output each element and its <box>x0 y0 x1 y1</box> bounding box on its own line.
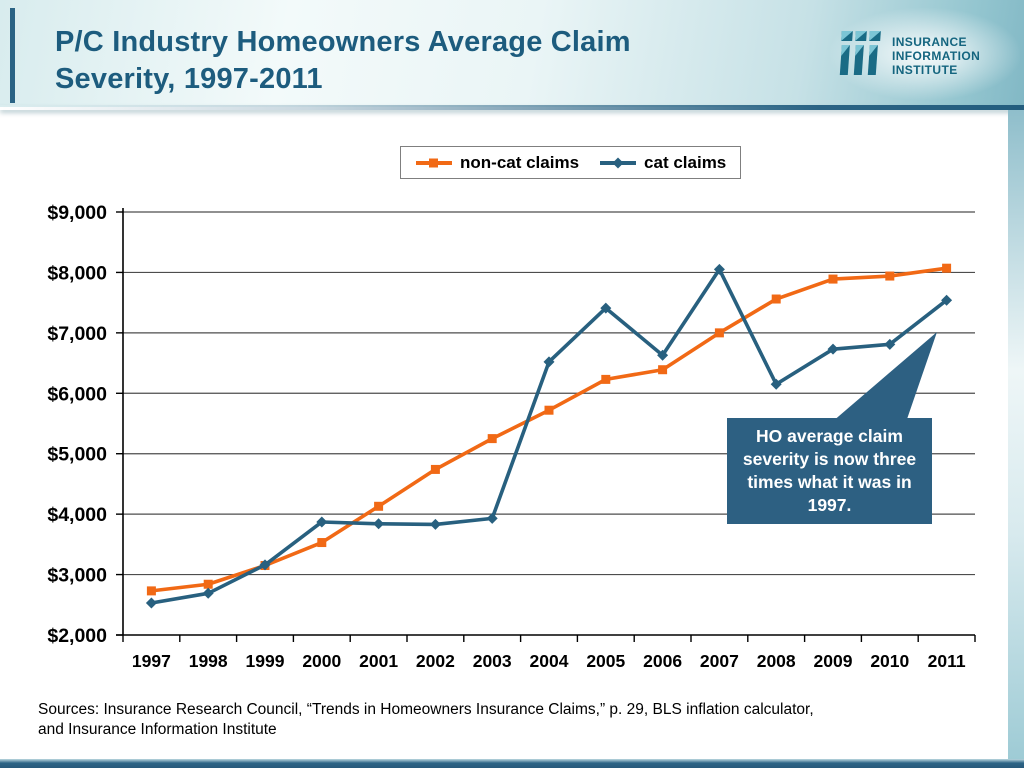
chart-legend: non-cat claims cat claims <box>400 146 742 179</box>
x-axis-label: 1998 <box>189 651 228 671</box>
x-axis-label: 2008 <box>757 651 796 671</box>
data-point-cat-claims <box>827 343 839 355</box>
x-axis-label: 2001 <box>359 651 398 671</box>
iii-bars-icon <box>838 29 884 84</box>
sources-line-2: and Insurance Information Institute <box>38 721 277 739</box>
data-point-cat-claims <box>259 559 271 571</box>
page-title: P/C Industry Homeowners Average Claim Se… <box>55 24 835 98</box>
x-axis-label: 2005 <box>586 651 625 671</box>
data-point-cat-claims <box>657 349 669 361</box>
y-axis-label: $2,000 <box>47 625 107 647</box>
x-axis-label: 2010 <box>870 651 909 671</box>
header: P/C Industry Homeowners Average Claim Se… <box>0 0 1024 107</box>
x-axis-label: 2002 <box>416 651 455 671</box>
data-point-non-cat-claims <box>146 586 156 596</box>
data-point-cat-claims <box>884 338 896 350</box>
x-axis-label: 2009 <box>814 651 853 671</box>
data-point-cat-claims <box>941 294 953 306</box>
chart-area: $2,000 $3,000 $4,000 $5,000 $6,000 $7,000 $8,0… <box>20 195 1010 695</box>
x-axis-label: 2004 <box>530 651 569 671</box>
x-axis-label: 2000 <box>302 651 341 671</box>
legend-swatch-non-cat-icon <box>416 158 452 167</box>
legend-item-non-cat-claims: non-cat claims <box>415 153 579 173</box>
data-point-non-cat-claims <box>942 263 952 273</box>
data-point-cat-claims <box>373 518 385 530</box>
y-axis-label: $6,000 <box>47 383 107 405</box>
logo-text-line-2: INFORMATION <box>892 49 981 63</box>
legend-swatch-marker <box>612 157 624 168</box>
data-point-non-cat-claims <box>771 294 781 304</box>
y-axis-label: $8,000 <box>47 262 107 284</box>
logo-text: INSURANCE INFORMATION INSTITUTE <box>892 35 980 77</box>
legend-label-cat: cat claims <box>644 152 727 172</box>
legend-swatch-cat-icon <box>600 157 637 168</box>
data-point-cat-claims <box>202 587 214 599</box>
data-point-non-cat-claims <box>374 501 384 511</box>
x-axis-label: 1999 <box>246 651 285 671</box>
sources-line-1: Sources: Insurance Research Council, “Tr… <box>38 701 814 718</box>
data-point-non-cat-claims <box>317 538 327 548</box>
data-point-cat-claims <box>316 516 328 528</box>
data-point-non-cat-claims <box>828 274 838 284</box>
y-axis-label: $3,000 <box>47 565 107 587</box>
y-axis-label: $7,000 <box>47 323 107 345</box>
x-axis-label: 2011 <box>928 651 966 671</box>
data-point-non-cat-claims <box>430 464 440 474</box>
header-divider <box>0 105 1024 110</box>
logo-text-line-3: INSTITUTE <box>892 63 958 77</box>
data-point-non-cat-claims <box>885 271 895 281</box>
right-edge-strip <box>1008 110 1024 760</box>
data-point-cat-claims <box>600 302 612 314</box>
y-axis-label: $4,000 <box>47 504 107 526</box>
x-axis-label: 2003 <box>473 651 512 671</box>
insurance-information-institute-logo: INSURANCE INFORMATION INSTITUTE <box>838 22 1006 90</box>
x-axis-label: 1997 <box>132 651 171 671</box>
bottom-bar <box>0 759 1024 768</box>
page-title-line-1: P/C Industry Homeowners Average Claim <box>55 26 631 58</box>
legend-item-cat-claims: cat claims <box>599 153 726 173</box>
page-title-line-2: Severity, 1997-2011 <box>55 63 323 95</box>
data-point-non-cat-claims <box>714 328 724 338</box>
data-point-non-cat-claims <box>203 579 213 589</box>
data-point-cat-claims <box>486 512 498 524</box>
callout-box: HO average claim severity is now three t… <box>727 418 932 525</box>
data-point-non-cat-claims <box>487 434 497 444</box>
logo-text-line-1: INSURANCE <box>892 35 967 49</box>
y-axis-label: $9,000 <box>47 202 107 224</box>
data-point-cat-claims <box>543 356 555 368</box>
legend-swatch-marker <box>429 158 438 167</box>
x-axis-label: 2006 <box>643 651 682 671</box>
x-axis-label: 2007 <box>700 651 739 671</box>
data-point-cat-claims <box>770 378 782 390</box>
data-point-cat-claims <box>713 263 725 275</box>
chart-svg: $2,000 $3,000 $4,000 $5,000 $6,000 $7,000 $8,0… <box>47 202 976 671</box>
legend-label-non-cat: non-cat claims <box>460 152 580 172</box>
data-point-non-cat-claims <box>601 374 611 384</box>
data-point-cat-claims <box>145 597 157 609</box>
data-point-non-cat-claims <box>544 405 554 415</box>
header-accent-bar <box>10 8 15 103</box>
data-point-non-cat-claims <box>658 365 668 375</box>
callout-pointer <box>832 332 937 422</box>
data-point-cat-claims <box>429 518 441 530</box>
sources-note: Sources: Insurance Research Council, “Tr… <box>38 700 938 740</box>
y-axis-label: $5,000 <box>47 444 107 466</box>
